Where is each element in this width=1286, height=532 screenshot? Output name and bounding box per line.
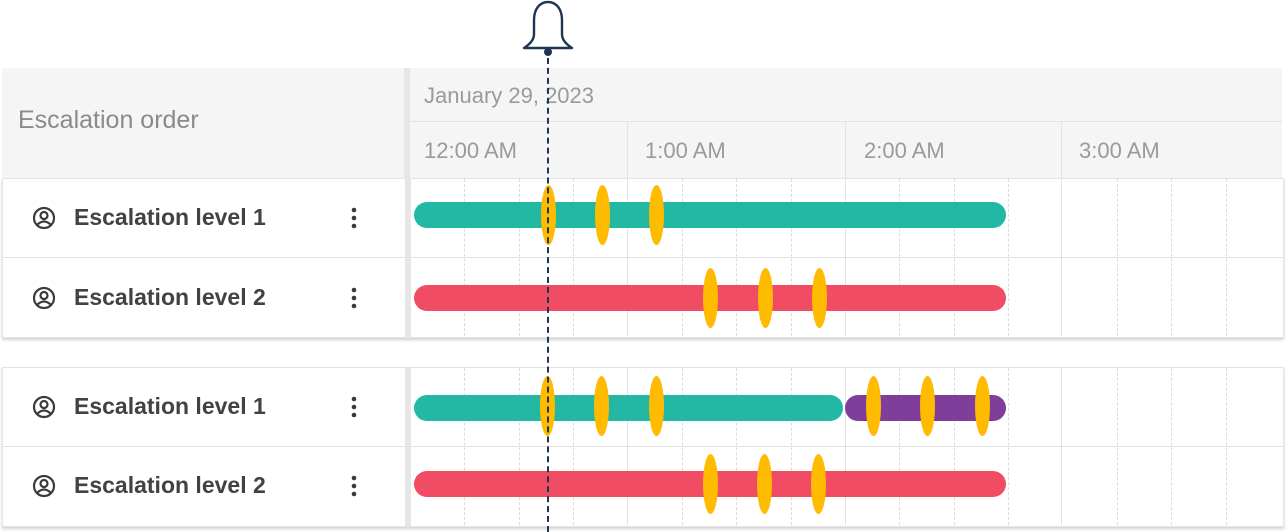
header-column-divider xyxy=(404,68,410,178)
hour-gridline xyxy=(845,179,846,336)
quarter-hour-gridline xyxy=(954,179,955,336)
quarter-hour-gridline xyxy=(736,368,737,525)
row-divider xyxy=(3,446,1283,447)
row-label: Escalation level 2 xyxy=(74,284,266,310)
alert-marker[interactable] xyxy=(595,185,610,245)
quarter-hour-gridline xyxy=(519,179,520,336)
alert-marker[interactable] xyxy=(812,268,827,328)
user-circle-icon xyxy=(32,395,56,419)
quarter-hour-gridline xyxy=(791,179,792,336)
hour-gridline xyxy=(1061,368,1062,525)
alert-marker[interactable] xyxy=(594,376,609,436)
alert-marker[interactable] xyxy=(649,376,664,436)
hour-gridline xyxy=(627,179,628,336)
hour-divider xyxy=(1061,122,1062,178)
quarter-hour-gridline xyxy=(1117,368,1118,525)
hour-label-12am: 12:00 AM xyxy=(424,138,517,163)
schedule-bar-level1[interactable] xyxy=(414,395,843,421)
hour-label-1am: 1:00 AM xyxy=(645,138,726,163)
current-time-line xyxy=(547,48,549,532)
quarter-hour-gridline xyxy=(1171,368,1172,525)
bell-icon xyxy=(522,0,574,56)
escalation-panel-2 xyxy=(2,367,1284,527)
row-divider xyxy=(3,257,1283,258)
hour-label-3am: 3:00 AM xyxy=(1079,138,1160,163)
panel-column-divider xyxy=(405,179,411,337)
alert-marker[interactable] xyxy=(975,376,990,436)
quarter-hour-gridline xyxy=(1226,368,1227,525)
quarter-hour-gridline xyxy=(954,368,955,525)
schedule-bar-level1[interactable] xyxy=(414,202,1006,228)
quarter-hour-gridline xyxy=(899,368,900,525)
alert-marker[interactable] xyxy=(649,185,664,245)
more-vertical-icon[interactable] xyxy=(350,395,358,419)
user-circle-icon xyxy=(32,474,56,498)
quarter-hour-gridline xyxy=(1008,368,1009,525)
alert-marker[interactable] xyxy=(703,268,718,328)
row-label: Escalation level 1 xyxy=(74,393,266,419)
quarter-hour-gridline xyxy=(1226,179,1227,336)
hour-gridline xyxy=(627,368,628,525)
quarter-hour-gridline xyxy=(682,368,683,525)
user-circle-icon xyxy=(32,206,56,230)
alert-marker[interactable] xyxy=(703,454,718,514)
quarter-hour-gridline xyxy=(464,179,465,336)
user-circle-icon xyxy=(32,286,56,310)
alert-marker[interactable] xyxy=(920,376,935,436)
quarter-hour-gridline xyxy=(1117,179,1118,336)
quarter-hour-gridline xyxy=(1171,179,1172,336)
quarter-hour-gridline xyxy=(736,179,737,336)
date-hours-divider xyxy=(410,121,1282,122)
hour-divider xyxy=(845,122,846,178)
alert-marker[interactable] xyxy=(866,376,881,436)
hour-gridline xyxy=(1061,179,1062,336)
more-vertical-icon[interactable] xyxy=(350,474,358,498)
hour-label-2am: 2:00 AM xyxy=(864,138,945,163)
timeline-date: January 29, 2023 xyxy=(424,83,595,108)
row-label: Escalation level 1 xyxy=(74,204,266,230)
alert-marker[interactable] xyxy=(757,454,772,514)
timeline-header xyxy=(2,68,1282,178)
panel-column-divider xyxy=(405,368,411,526)
alert-marker[interactable] xyxy=(758,268,773,328)
quarter-hour-gridline xyxy=(682,179,683,336)
quarter-hour-gridline xyxy=(573,368,574,525)
quarter-hour-gridline xyxy=(1008,179,1009,336)
quarter-hour-gridline xyxy=(899,179,900,336)
escalation-order-heading: Escalation order xyxy=(18,106,199,134)
hour-gridline xyxy=(845,368,846,525)
hour-divider xyxy=(627,122,628,178)
quarter-hour-gridline xyxy=(573,179,574,336)
row-label: Escalation level 2 xyxy=(74,472,266,498)
quarter-hour-gridline xyxy=(791,368,792,525)
alert-marker[interactable] xyxy=(811,454,826,514)
more-vertical-icon[interactable] xyxy=(350,286,358,310)
quarter-hour-gridline xyxy=(464,368,465,525)
more-vertical-icon[interactable] xyxy=(350,206,358,230)
quarter-hour-gridline xyxy=(519,368,520,525)
